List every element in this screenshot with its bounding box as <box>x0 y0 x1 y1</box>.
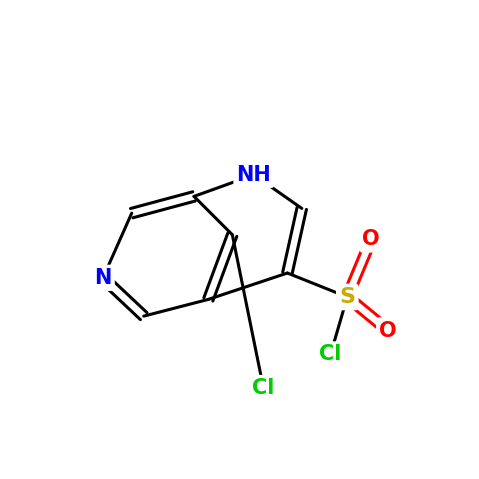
Text: O: O <box>379 320 397 341</box>
Text: N: N <box>94 268 112 288</box>
Text: Cl: Cl <box>252 378 274 398</box>
Text: NH: NH <box>237 165 271 185</box>
Text: S: S <box>339 287 355 307</box>
Text: Cl: Cl <box>319 344 342 365</box>
Text: O: O <box>363 229 380 250</box>
